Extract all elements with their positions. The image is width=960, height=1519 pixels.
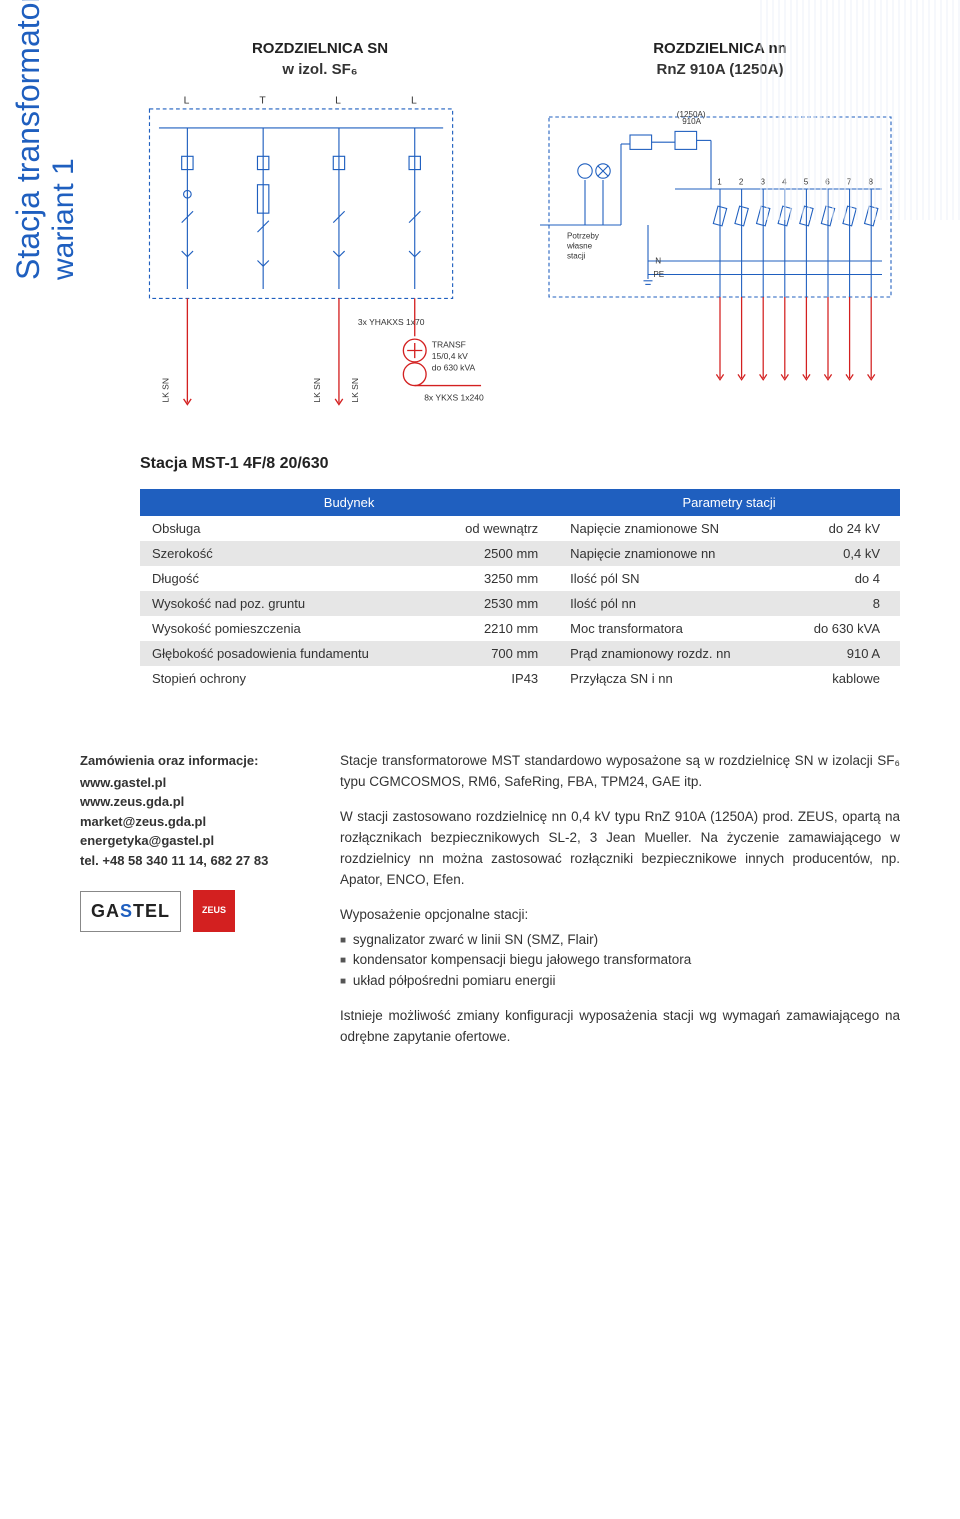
svg-text:L: L	[411, 95, 417, 106]
background-stripes	[760, 0, 960, 220]
svg-text:TRANSF: TRANSF	[432, 340, 466, 350]
contact-line: www.gastel.pl	[80, 773, 300, 793]
svg-text:do 630 kVA: do 630 kVA	[432, 362, 476, 372]
svg-text:stacji: stacji	[567, 251, 586, 260]
contact-line: www.zeus.gda.pl	[80, 792, 300, 812]
svg-text:(1250A): (1250A)	[677, 110, 706, 119]
sn-title: ROZDZIELNICA SN	[140, 40, 500, 57]
desc-p2: W stacji zastosowano rozdzielnicę nn 0,4…	[340, 807, 900, 891]
zeus-logo: ZEUS	[193, 890, 235, 932]
contact-header: Zamówienia oraz informacje:	[80, 751, 300, 771]
contact-column: Zamówienia oraz informacje: www.gastel.p…	[80, 751, 300, 1062]
svg-text:LK SN: LK SN	[312, 378, 322, 403]
side-title-line2: wariant 1	[47, 0, 81, 280]
params-table: Budynek Parametry stacji Obsługaod wewną…	[140, 489, 900, 691]
contact-line: market@zeus.gda.pl	[80, 812, 300, 832]
options-list: sygnalizator zwarć w linii SN (SMZ, Flai…	[340, 930, 900, 993]
svg-text:2: 2	[739, 178, 744, 187]
description-column: Stacje transformatorowe MST standardowo …	[340, 751, 900, 1062]
svg-text:LK SN: LK SN	[160, 378, 170, 403]
table-head-left: Budynek	[140, 489, 558, 516]
table-row: Stopień ochronyIP43Przyłącza SN i nnkabl…	[140, 666, 900, 691]
svg-text:T: T	[259, 95, 266, 106]
svg-text:własne: własne	[566, 241, 593, 250]
side-title: Stacja transformatorowa MST 1 wariant 1	[10, 0, 81, 280]
desc-p3: Istnieje możliwość zmiany konfiguracji w…	[340, 1006, 900, 1048]
sn-schematic-svg: L T L L LK SN LK SN LK SN 3x YHAKXS 1x70…	[140, 90, 500, 412]
svg-text:L: L	[335, 95, 341, 106]
gastel-logo: GASTEL	[80, 891, 181, 932]
svg-text:LK SN: LK SN	[350, 378, 360, 403]
option-item: układ półpośredni pomiaru energii	[340, 971, 900, 992]
sn-sub: w izol. SF₆	[140, 61, 500, 78]
svg-text:Potrzeby: Potrzeby	[567, 232, 600, 241]
svg-text:3x YHAKXS 1x70: 3x YHAKXS 1x70	[358, 317, 425, 327]
table-row: Wysokość nad poz. gruntu2530 mmIlość pól…	[140, 591, 900, 616]
contact-line: tel. +48 58 340 11 14, 682 27 83	[80, 851, 300, 871]
contact-line: energetyka@gastel.pl	[80, 831, 300, 851]
option-item: kondensator kompensacji biegu jałowego t…	[340, 950, 900, 971]
table-row: Szerokość2500 mmNapięcie znamionowe nn0,…	[140, 541, 900, 566]
sn-schematic-block: ROZDZIELNICA SN w izol. SF₆	[140, 40, 500, 415]
table-row: Wysokość pomieszczenia2210 mmMoc transfo…	[140, 616, 900, 641]
desc-p1: Stacje transformatorowe MST standardowo …	[340, 751, 900, 793]
svg-text:15/0,4 kV: 15/0,4 kV	[432, 351, 468, 361]
table-row: Obsługaod wewnątrzNapięcie znamionowe SN…	[140, 516, 900, 541]
table-head-right: Parametry stacji	[558, 489, 900, 516]
svg-text:PE: PE	[653, 270, 664, 279]
station-title: Stacja MST-1 4F/8 20/630	[140, 455, 900, 473]
svg-text:1: 1	[717, 178, 722, 187]
table-row: Długość3250 mmIlość pól SNdo 4	[140, 566, 900, 591]
table-row: Głębokość posadowienia fundamentu700 mmP…	[140, 641, 900, 666]
side-title-line1: Stacja transformatorowa MST 1	[10, 0, 46, 280]
svg-text:8x YKXS 1x240: 8x YKXS 1x240	[424, 393, 484, 403]
option-item: sygnalizator zwarć w linii SN (SMZ, Flai…	[340, 930, 900, 951]
svg-text:L: L	[184, 95, 190, 106]
svg-text:N: N	[655, 257, 661, 266]
desc-opt-hdr: Wyposażenie opcjonalne stacji:	[340, 905, 900, 926]
